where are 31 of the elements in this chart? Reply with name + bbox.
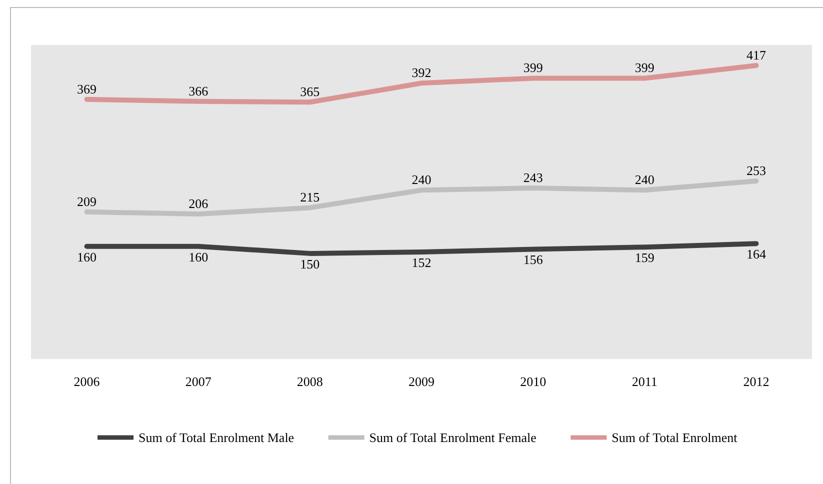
data-label: 150 xyxy=(300,256,320,272)
legend-label: Sum of Total Enrolment xyxy=(612,430,738,445)
x-tick-label: 2008 xyxy=(296,374,323,389)
legend-label: Sum of Total Enrolment Male xyxy=(138,430,294,445)
data-label: 159 xyxy=(634,250,654,266)
data-label: 164 xyxy=(746,246,766,262)
data-label: 365 xyxy=(300,84,320,100)
data-label: 209 xyxy=(77,194,97,209)
x-tick-label: 2007 xyxy=(185,374,212,389)
data-label: 160 xyxy=(77,249,97,264)
x-tick-label: 2010 xyxy=(520,374,546,389)
x-tick-label: 2009 xyxy=(408,374,434,389)
x-tick-label: 2006 xyxy=(74,374,100,389)
data-label: 152 xyxy=(412,255,432,270)
data-label: 156 xyxy=(523,252,544,268)
x-tick-label: 2012 xyxy=(743,374,770,389)
legend-label: Sum of Total Enrolment Female xyxy=(369,430,537,445)
data-label: 206 xyxy=(188,196,209,212)
data-label: 240 xyxy=(634,172,654,188)
data-label: 399 xyxy=(634,60,654,76)
data-label: 417 xyxy=(746,48,766,63)
data-label: 215 xyxy=(300,190,320,205)
data-label: 366 xyxy=(188,83,209,98)
data-label: 399 xyxy=(523,60,543,76)
data-label: 392 xyxy=(412,65,432,80)
data-label: 243 xyxy=(523,170,543,185)
data-label: 240 xyxy=(412,172,432,188)
x-tick-label: 2011 xyxy=(632,374,658,389)
data-label: 160 xyxy=(188,249,208,264)
data-label: 253 xyxy=(746,162,766,178)
data-label: 369 xyxy=(77,81,97,96)
